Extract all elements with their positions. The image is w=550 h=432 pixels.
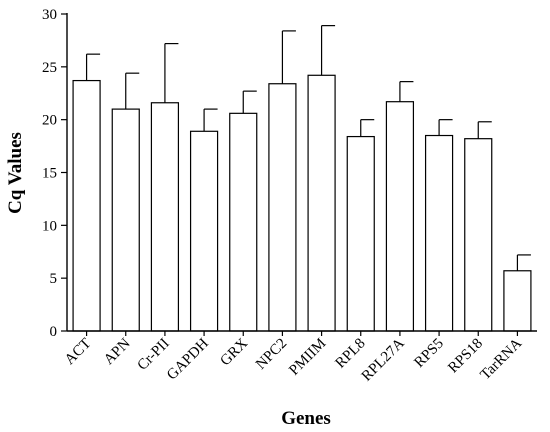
y-tick-label-20: 20	[42, 113, 57, 129]
y-tick-label-25: 25	[42, 60, 57, 76]
bar-grx	[229, 112, 258, 332]
y-tick-label-5: 5	[50, 271, 58, 287]
y-tick-label-0: 0	[50, 324, 58, 340]
bar-npc2	[268, 83, 297, 332]
bar-gapdh	[189, 130, 219, 332]
bar-rps18	[464, 138, 493, 332]
x-tick-label-act: ACT	[62, 336, 95, 369]
x-tick-label-rpl27a: RPL27A	[359, 335, 408, 384]
bar-cr-pii	[150, 102, 180, 332]
bar-rpl27a	[385, 101, 415, 332]
bar-rpl8	[346, 135, 375, 332]
x-axis-title: Genes	[281, 408, 331, 429]
bar-rps5	[424, 134, 454, 332]
bar-tarrna	[503, 270, 532, 332]
x-tick-label-rps5: RPS5	[411, 336, 446, 371]
bars	[72, 25, 532, 332]
y-tick-label-30: 30	[42, 7, 57, 23]
x-tick-label-pmiim: PMIIM	[286, 336, 329, 379]
x-tick-label-npc2: NPC2	[253, 336, 290, 373]
x-tick-label-rpl8: RPL8	[333, 336, 369, 372]
y-tick-label-15: 15	[42, 166, 57, 182]
y-axis-title: Cq Values	[5, 132, 26, 214]
bar-apn	[111, 108, 140, 332]
x-tick-label-tarrna: TarRNA	[478, 335, 526, 383]
x-tick-label-grx: GRX	[217, 335, 251, 369]
x-tick-label-apn: APN	[101, 335, 134, 368]
bar-act	[72, 79, 101, 332]
y-tick-label-10: 10	[42, 218, 57, 234]
x-tick-label-gapdh: GAPDH	[164, 335, 212, 383]
bar-pmiim	[307, 74, 336, 332]
